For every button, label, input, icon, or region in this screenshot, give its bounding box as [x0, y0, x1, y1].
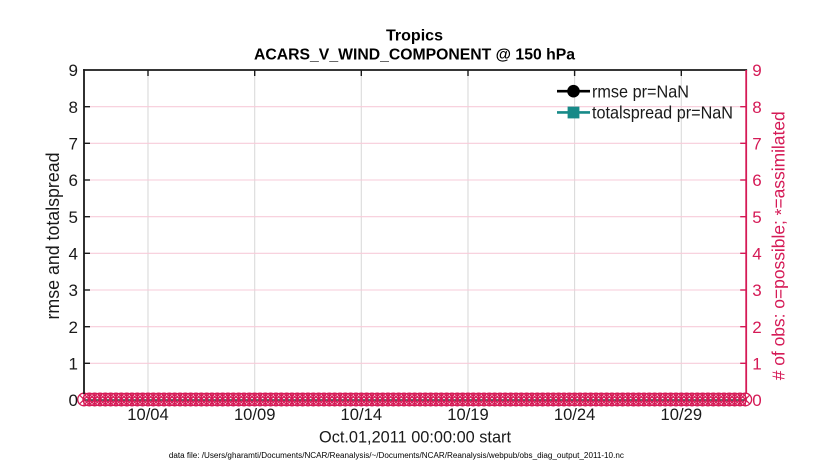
svg-text:10/09: 10/09 — [234, 405, 276, 424]
svg-text:data file: /Users/gharamti/Doc: data file: /Users/gharamti/Documents/NCA… — [169, 451, 624, 460]
svg-text:8: 8 — [752, 98, 761, 117]
svg-text:6: 6 — [752, 171, 761, 190]
svg-text:2: 2 — [69, 318, 78, 337]
svg-text:8: 8 — [69, 98, 78, 117]
svg-text:5: 5 — [752, 208, 761, 227]
svg-text:Tropics: Tropics — [386, 28, 443, 45]
svg-text:9: 9 — [752, 61, 761, 80]
svg-text:totalspread pr=NaN: totalspread pr=NaN — [592, 102, 733, 122]
svg-text:7: 7 — [69, 135, 78, 154]
svg-text:Oct.01,2011 00:00:00 start: Oct.01,2011 00:00:00 start — [319, 429, 511, 447]
svg-text:rmse pr=NaN: rmse pr=NaN — [592, 81, 689, 101]
svg-text:6: 6 — [69, 171, 78, 190]
svg-text:3: 3 — [69, 281, 78, 300]
svg-text:10/29: 10/29 — [661, 405, 703, 424]
svg-text:0: 0 — [752, 391, 761, 410]
svg-text:rmse and totalspread: rmse and totalspread — [43, 153, 63, 320]
svg-text:9: 9 — [69, 61, 78, 80]
svg-text:0: 0 — [69, 391, 78, 410]
svg-text:4: 4 — [69, 245, 78, 264]
svg-text:10/24: 10/24 — [554, 405, 596, 424]
svg-text:10/04: 10/04 — [127, 405, 169, 424]
svg-text:5: 5 — [69, 208, 78, 227]
svg-text:1: 1 — [69, 355, 78, 374]
svg-text:4: 4 — [752, 245, 761, 264]
svg-text:7: 7 — [752, 135, 761, 154]
svg-text:ACARS_V_WIND_COMPONENT @ 150 h: ACARS_V_WIND_COMPONENT @ 150 hPa — [254, 47, 575, 64]
svg-text:3: 3 — [752, 281, 761, 300]
svg-text:# of obs: o=possible; *=assimi: # of obs: o=possible; *=assimilated — [769, 111, 792, 380]
svg-text:2: 2 — [752, 318, 761, 337]
svg-text:1: 1 — [752, 355, 761, 374]
svg-text:10/19: 10/19 — [447, 405, 489, 424]
svg-text:10/14: 10/14 — [341, 405, 383, 424]
